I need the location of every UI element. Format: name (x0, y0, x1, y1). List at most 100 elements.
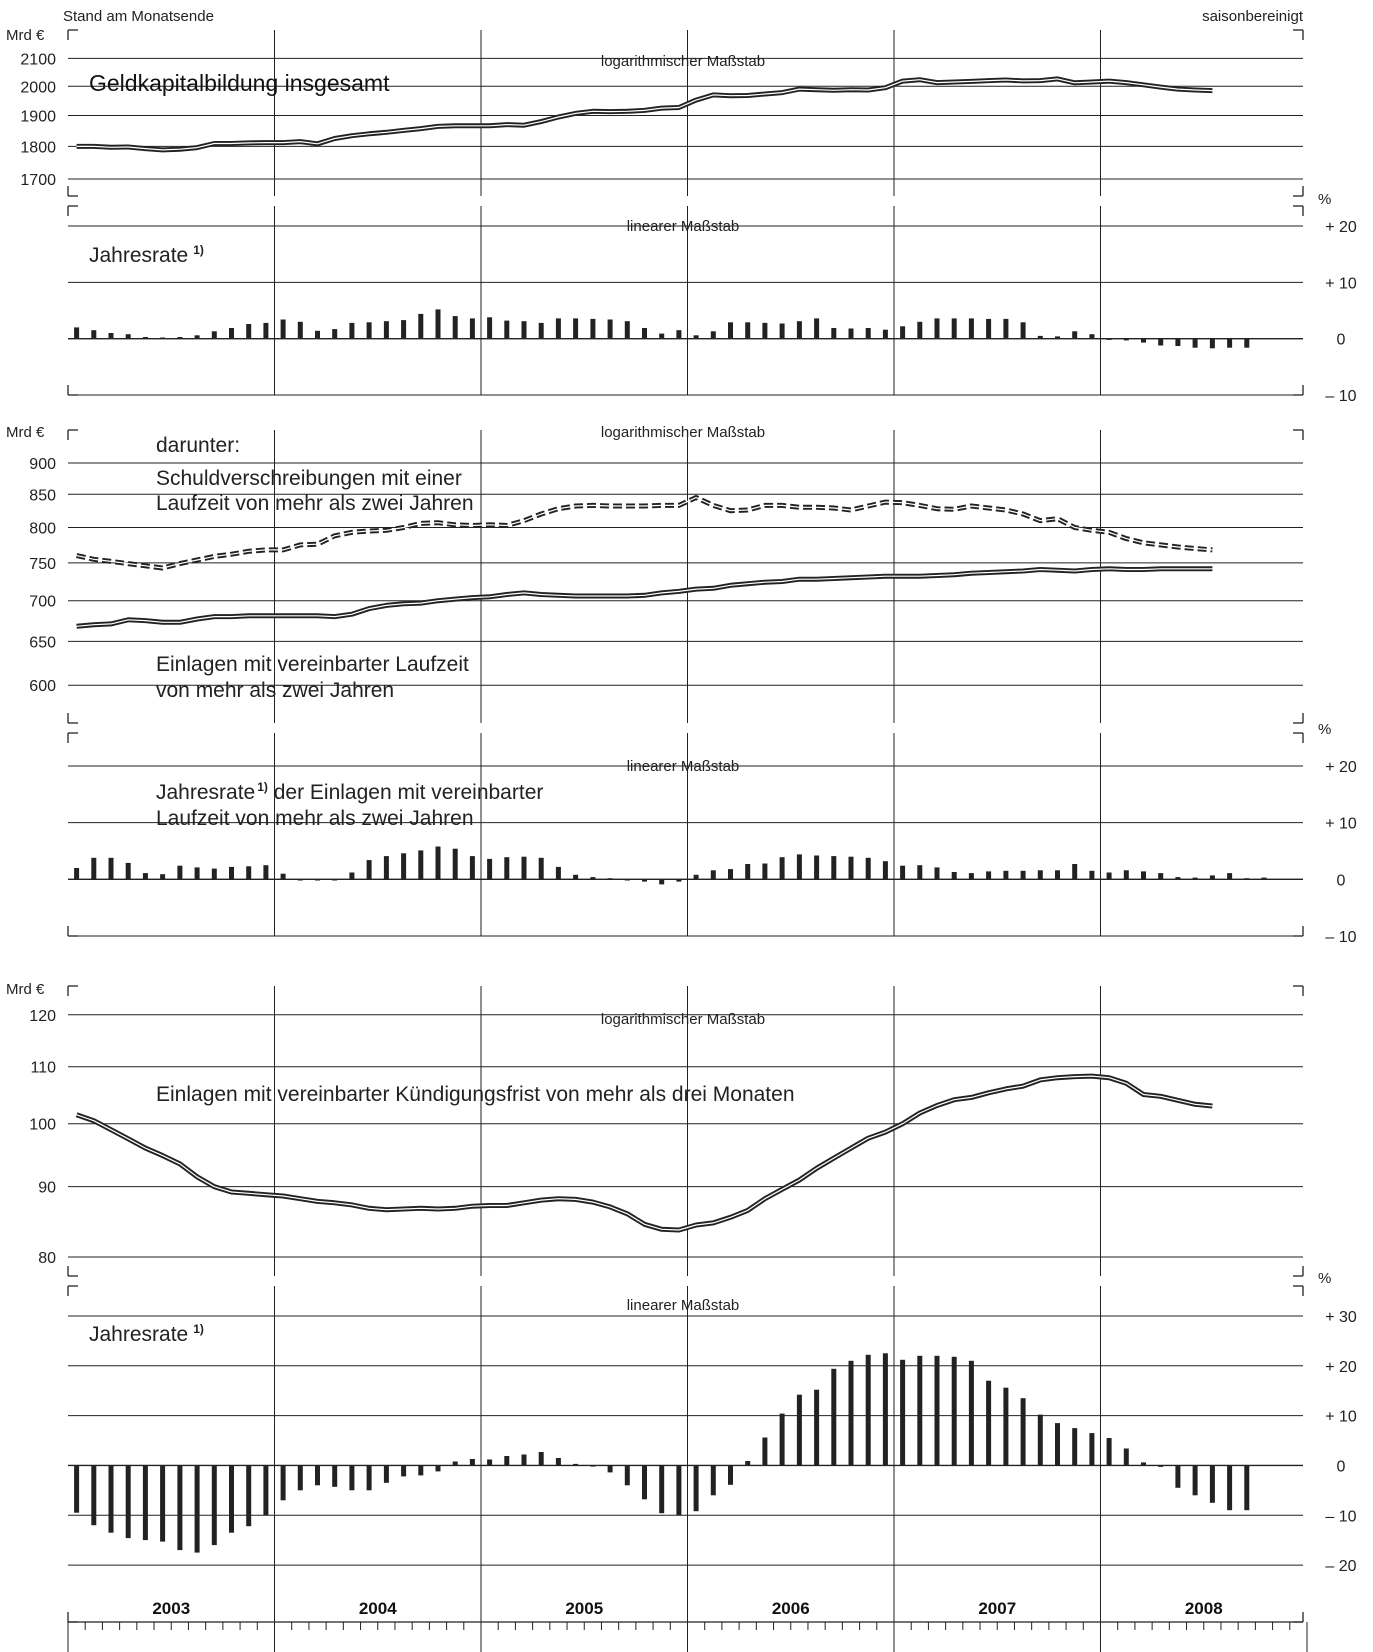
panel6-y-tick-label: + 20 (1325, 1359, 1357, 1376)
panel6-y-tick-label: + 30 (1325, 1309, 1357, 1326)
panel4-bar (831, 856, 837, 880)
panel4-bar (1037, 870, 1043, 880)
panel6-bar (1123, 1448, 1129, 1466)
panel3-scale-note: logarithmischer Maßstab (601, 424, 765, 441)
panel6-footnote: 1) (193, 1322, 204, 1336)
panel4-bar (469, 856, 475, 880)
panel6-bar (814, 1389, 820, 1466)
time-axis-year-label: 2003 (152, 1599, 190, 1618)
panel4-bar (1175, 877, 1181, 880)
panel4-bar (401, 853, 407, 880)
panel6-bar (1020, 1398, 1026, 1466)
panel2-bar (160, 337, 166, 339)
panel6-bar (968, 1360, 974, 1466)
panel4-bar (435, 846, 441, 880)
data-marks (74, 76, 1267, 1553)
panel2-bar (246, 324, 252, 339)
panel4-bar (1209, 875, 1215, 880)
panel3-y-tick-label: 700 (29, 594, 56, 611)
panel2-y-tick-label: – 10 (1325, 388, 1356, 405)
panel3-series-1-core (76, 496, 1213, 569)
panel2-bar (1020, 322, 1026, 339)
panel6-bar (125, 1465, 131, 1539)
panel6-bar (555, 1458, 561, 1466)
panel1-title: Geldkapitalbildung insgesamt (89, 70, 390, 96)
time-axis-year-label: 2008 (1185, 1599, 1223, 1618)
panel2-bar (383, 321, 389, 339)
panel3-y-tick-label: 850 (29, 487, 56, 504)
panel2-bar (125, 334, 131, 339)
panel6-bar (1175, 1465, 1181, 1488)
panel6-bar (160, 1465, 166, 1542)
panel6-bar (349, 1465, 355, 1491)
panel5-y-tick-label: 100 (29, 1117, 56, 1134)
panel6-bar (590, 1465, 596, 1467)
panel6-bar (831, 1368, 837, 1466)
panel6-bar (762, 1437, 768, 1466)
panel6-bar (74, 1465, 80, 1513)
panel5-series-1-core (76, 1075, 1213, 1231)
panel2-bar (74, 327, 80, 339)
panel4-bar (521, 856, 527, 880)
panel4-bar (676, 879, 682, 882)
header-right-note: saisonbereinigt (1202, 8, 1304, 25)
panel1-scale-note: logarithmischer Maßstab (601, 53, 765, 70)
panel2-bar (1192, 338, 1198, 348)
panel2-bar (848, 328, 854, 339)
panel6-bar (211, 1465, 217, 1546)
panel1-y-tick-label: 1900 (20, 109, 56, 126)
panel6-bar (573, 1463, 579, 1466)
panel6-bar (435, 1465, 441, 1472)
panel4-bar (383, 856, 389, 880)
panel6-bar (1192, 1465, 1198, 1496)
panel6-bar (194, 1465, 200, 1553)
panel6-y-tick-label: + 10 (1325, 1409, 1357, 1426)
panel6-bar (538, 1452, 544, 1466)
panel6-bar (263, 1465, 269, 1516)
panel6-bar (848, 1360, 854, 1466)
panel3-series-b-label-1: Einlagen mit vereinbarter Laufzeit (156, 653, 469, 676)
panel6-bar (108, 1465, 114, 1533)
time-axis-year-label: 2004 (359, 1599, 397, 1618)
panel6-bar (521, 1454, 527, 1466)
panel2-bar (728, 322, 733, 339)
panel4-y-tick-label: – 10 (1325, 929, 1356, 946)
panel4-y-tick-label: + 10 (1325, 816, 1357, 833)
panel4-bar (504, 857, 510, 880)
panel4-bar (1055, 870, 1060, 880)
header-left-note: Stand am Monatsende (63, 8, 214, 25)
panel2-bar (831, 328, 837, 339)
panel5-y-tick-label: 90 (38, 1180, 56, 1197)
panel4-bar (418, 850, 424, 880)
panel6-bar (659, 1465, 665, 1514)
panel4-bar (710, 870, 716, 880)
panel2-bar (642, 328, 647, 339)
panel2-bar (521, 321, 527, 339)
panel2-bar (590, 318, 596, 339)
panel2-bar (1227, 338, 1233, 348)
panel4-bar (573, 874, 579, 880)
panel2-bar (469, 318, 475, 339)
panel3-y-tick-label: 650 (29, 634, 56, 651)
panel3-series-a-label-1: Schuldverschreibungen mit einer (156, 467, 462, 490)
panel1-y-tick-label: 1800 (20, 139, 56, 156)
panel2-bar (1158, 338, 1164, 346)
panel6-bar (676, 1465, 682, 1516)
panel4-bar (745, 864, 751, 880)
panel6-bar (710, 1465, 716, 1496)
panel6-bar (1209, 1465, 1215, 1503)
panel4-bar (74, 868, 80, 880)
panel2-bar (194, 335, 200, 339)
panel3-y-tick-label: 900 (29, 456, 56, 473)
panel4-bar (865, 857, 871, 880)
panel6-bar (91, 1465, 97, 1526)
panel6-bar (951, 1356, 957, 1466)
panel4-bar (607, 878, 613, 880)
panel6-bar (882, 1353, 888, 1466)
panel2-bar (332, 329, 338, 339)
panel6-bar (745, 1461, 751, 1466)
panel4-footnote: 1) (257, 780, 268, 794)
panel4-bar (1261, 877, 1267, 880)
panel6-bar (642, 1465, 647, 1500)
panel3-unit: Mrd € (6, 424, 45, 441)
